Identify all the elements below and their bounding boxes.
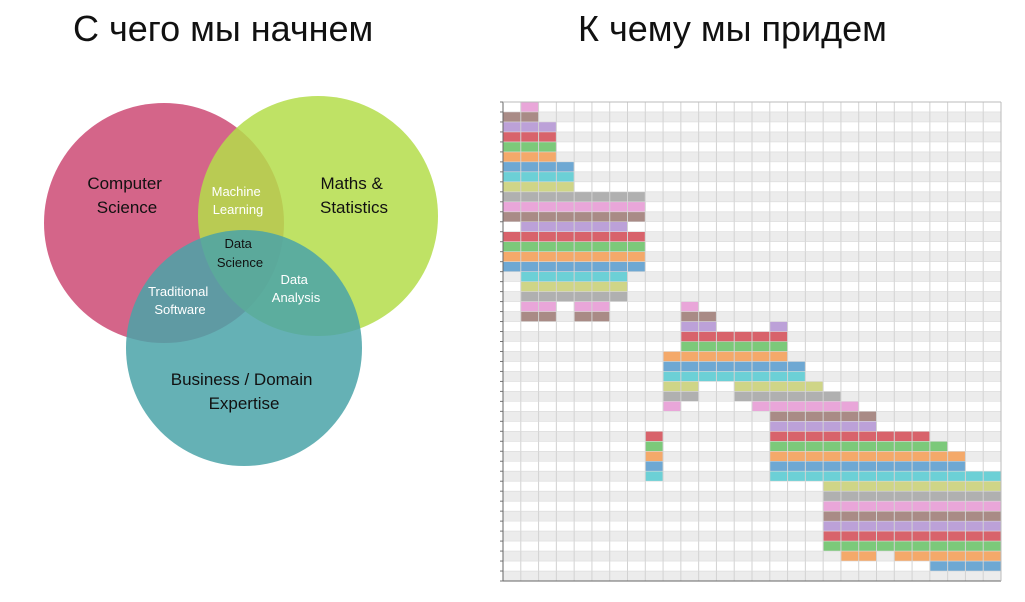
label-computer-science: Computer Science [87,174,166,217]
label-business-domain: Business / Domain Expertise [171,370,317,413]
right-title: К чему мы придем [578,8,887,49]
timeline-bar [645,471,664,482]
timeline-bar [769,431,930,442]
timeline-bar [769,321,788,332]
timeline-bar [645,461,664,472]
timeline-bar [734,381,824,392]
timeline-bar [769,451,966,462]
timeline-bar [503,141,557,152]
timeline-bar [663,401,681,412]
timeline-bar [503,121,557,132]
label-data-analysis: Data Analysis [272,272,321,305]
label-maths-statistics: Maths & Statistics [320,174,388,217]
timeline-bar [645,431,664,442]
timeline-bar [680,301,699,312]
circle-business-domain [126,230,362,466]
timeline-bar [520,102,539,112]
timeline-bar [503,151,557,162]
label-data-science: Data Science [217,236,263,270]
venn-diagram: Computer Science Maths & Statistics Busi… [44,96,438,466]
timeline-bar [645,451,664,462]
timeline-bar [645,441,664,452]
label-traditional-software: Traditional Software [148,284,212,317]
timeline-bar [503,131,557,142]
timeline-bar [769,461,966,472]
label-machine-learning: Machine Learning [212,184,265,217]
timeline-bar [769,471,1001,482]
timeline-bar [663,351,788,362]
left-title: С чего мы начнем [73,8,374,49]
